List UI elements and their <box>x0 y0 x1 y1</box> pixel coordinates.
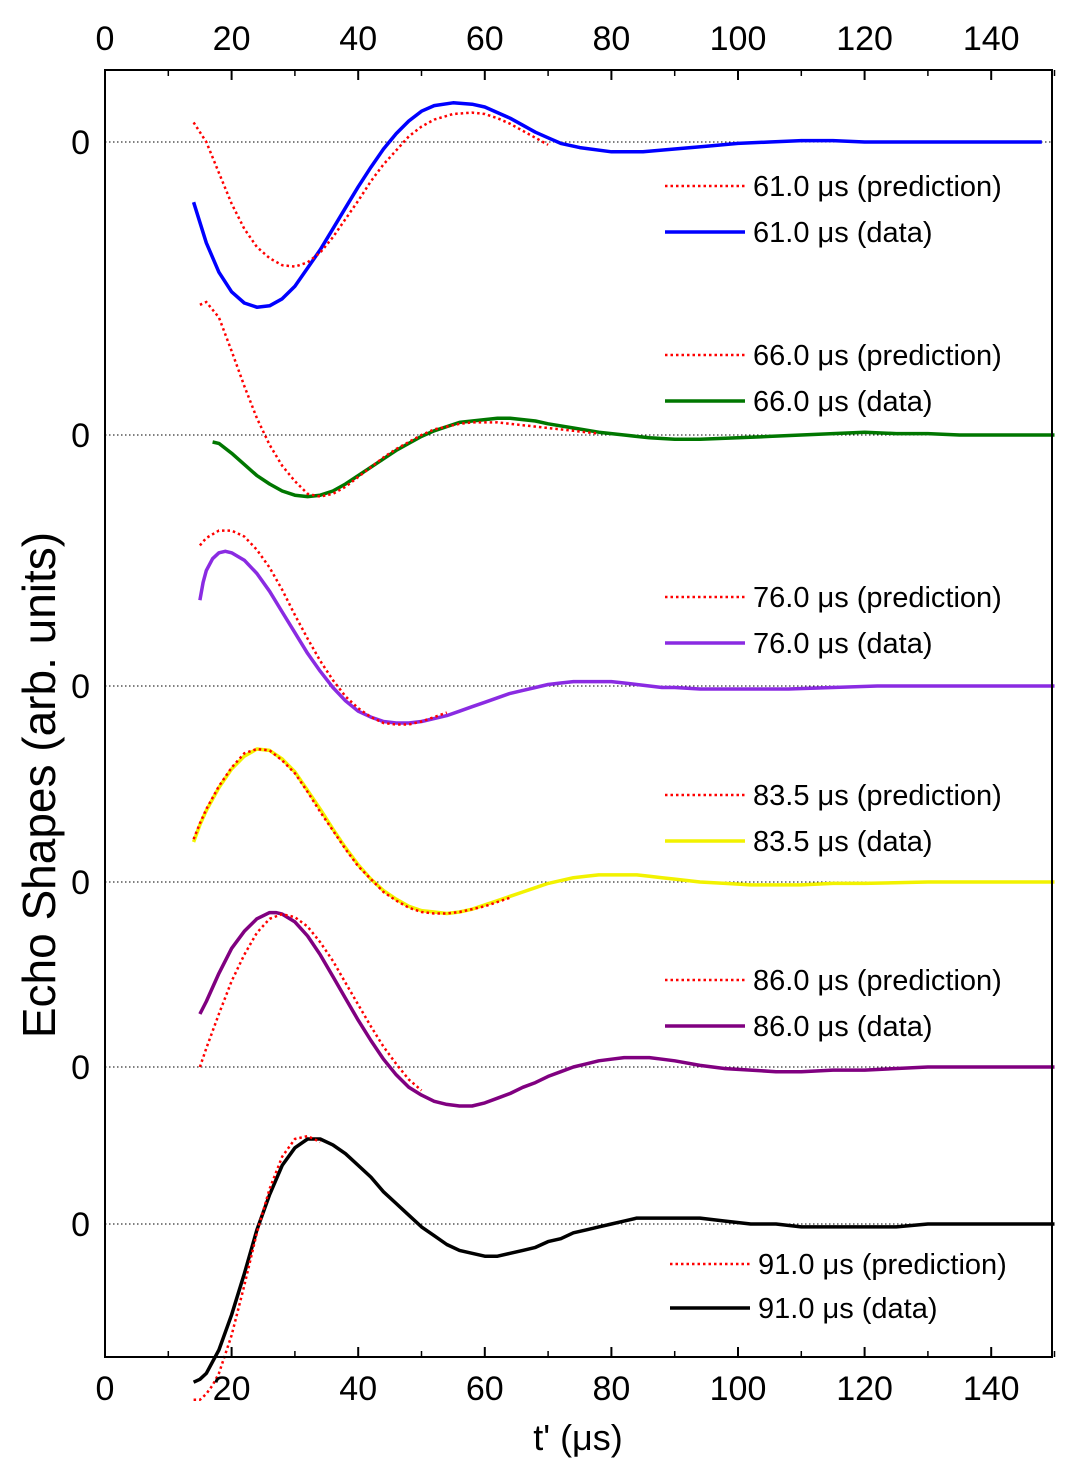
legend-data-label: 86.0 μs (data) <box>753 1011 933 1043</box>
legend-data-label: 91.0 μs (data) <box>758 1293 938 1325</box>
plot-frame <box>104 69 1053 1358</box>
legend-data-label: 61.0 μs (data) <box>753 217 933 249</box>
series-layer <box>191 101 1055 1402</box>
x-tick-label-top: 20 <box>213 20 251 58</box>
x-tick-label-bottom: 20 <box>213 1370 251 1408</box>
x-tick-label-bottom: 0 <box>96 1370 115 1408</box>
x-tick-label-top: 60 <box>466 20 504 58</box>
data-series-line <box>198 910 1055 1108</box>
x-tick-label-top: 140 <box>963 20 1020 58</box>
x-tick-label-bottom: 140 <box>963 1370 1020 1408</box>
legend-prediction-label: 86.0 μs (prediction) <box>753 965 1002 997</box>
zero-tick-label: 0 <box>71 417 90 455</box>
zero-tick-label: 0 <box>71 1049 90 1087</box>
zero-tick-label: 0 <box>71 668 90 706</box>
y-axis-title: Echo Shapes (arb. units) <box>13 532 65 1038</box>
zero-tick-label: 0 <box>71 124 90 162</box>
x-tick-label-bottom: 40 <box>339 1370 377 1408</box>
legend: 61.0 μs (prediction) 61.0 μs (data) 66.0 μ… <box>665 171 1007 1325</box>
x-tick-label-top: 100 <box>710 20 767 58</box>
legend-prediction-label: 91.0 μs (prediction) <box>758 1249 1007 1281</box>
prediction-series-line <box>192 747 511 915</box>
prediction-series-line <box>198 529 448 726</box>
legend-prediction-label: 83.5 μs (prediction) <box>753 780 1002 812</box>
axis-ticks: 0 0 20 20 40 40 60 60 80 80 100 100 120 120 140 140 <box>96 20 1056 1408</box>
data-series-line <box>212 416 1055 499</box>
legend-prediction-label: 76.0 μs (prediction) <box>753 582 1002 614</box>
data-series-line <box>191 101 1042 309</box>
legend-prediction-label: 66.0 μs (prediction) <box>753 340 1002 372</box>
prediction-series-line <box>199 300 599 498</box>
zero-tick-label: 0 <box>71 1206 90 1244</box>
legend-data-label: 66.0 μs (data) <box>753 386 933 418</box>
legend-data-label: 76.0 μs (data) <box>753 628 933 660</box>
data-series-line <box>192 1137 1055 1384</box>
x-tick-label-bottom: 120 <box>836 1370 893 1408</box>
legend-prediction-label: 61.0 μs (prediction) <box>753 171 1002 203</box>
zero-tick-label: 0 <box>71 864 90 902</box>
x-tick-label-top: 40 <box>339 20 377 58</box>
data-series-line <box>198 549 1055 725</box>
x-tick-label-bottom: 60 <box>466 1370 504 1408</box>
x-tick-label-top: 80 <box>592 20 630 58</box>
x-axis-title: t' (μs) <box>533 1417 623 1458</box>
legend-data-label: 83.5 μs (data) <box>753 826 933 858</box>
x-tick-label-bottom: 80 <box>592 1370 630 1408</box>
x-tick-label-top: 120 <box>836 20 893 58</box>
x-tick-label-bottom: 100 <box>710 1370 767 1408</box>
prediction-series-line <box>193 1134 321 1402</box>
x-tick-label-top: 0 <box>96 20 115 58</box>
